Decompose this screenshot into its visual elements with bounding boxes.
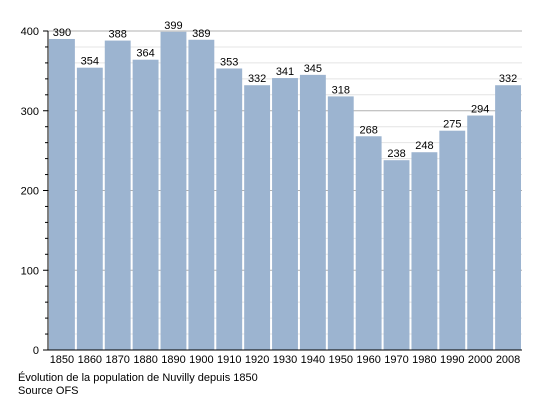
bar-1850 (49, 38, 75, 350)
axes: 0 100 200 300 400 1850 1860 1870 1880 1890 1900 191… (21, 26, 522, 366)
bar-1860 (76, 67, 103, 350)
x-tick-label-1850: 1850 (50, 354, 74, 366)
bar-value-label-1880: 364 (136, 48, 154, 60)
x-tick-label-2008: 2008 (496, 354, 520, 366)
y-tick-label-400: 400 (21, 26, 39, 38)
bar-value-label-1970: 238 (387, 148, 405, 160)
data-labels: 390 354 388 364 399 389 353 332 341 345 318 268 238 2… (53, 20, 517, 160)
bar-value-label-1940: 345 (304, 63, 322, 75)
bar-1970 (383, 160, 410, 350)
bar-1880 (132, 59, 159, 351)
x-tick-label-2000: 2000 (468, 354, 492, 366)
bar-value-label-2000: 294 (471, 104, 489, 116)
y-tick-label-100: 100 (21, 265, 39, 277)
caption-title: Évolution de la population de Nuvilly de… (18, 371, 258, 384)
bar-value-label-2008: 332 (499, 73, 517, 85)
x-tick-label-1910: 1910 (217, 354, 241, 366)
bar-1950 (327, 96, 354, 351)
bar-1940 (299, 74, 326, 351)
x-tick-label-1870: 1870 (105, 354, 129, 366)
caption-source: Source OFS (18, 385, 79, 397)
x-tick-label-1980: 1980 (412, 354, 436, 366)
bar-1900 (188, 39, 215, 351)
bar-1870 (104, 40, 131, 350)
bar-value-label-1990: 275 (443, 119, 461, 131)
x-tick-label-1900: 1900 (189, 354, 213, 366)
x-tick-label-1940: 1940 (301, 354, 325, 366)
bar-2008 (495, 85, 521, 350)
bars (49, 31, 521, 351)
y-tick-label-200: 200 (21, 186, 39, 198)
bar-value-label-1910: 353 (220, 56, 238, 68)
bar-1980 (411, 152, 438, 350)
x-tick-label-1990: 1990 (440, 354, 464, 366)
y-tick-label-300: 300 (21, 106, 39, 118)
x-tick-label-1930: 1930 (273, 354, 297, 366)
bar-2000 (467, 115, 494, 350)
bar-value-label-1920: 332 (248, 73, 266, 85)
bar-1930 (272, 78, 298, 351)
x-tick-label-1890: 1890 (161, 354, 185, 366)
bar-value-label-1860: 354 (81, 56, 99, 68)
x-tick-label-1970: 1970 (384, 354, 408, 366)
bar-1990 (439, 130, 466, 350)
bar-value-label-1870: 388 (109, 29, 127, 41)
bar-1910 (216, 68, 243, 351)
bar-value-label-1890: 399 (164, 20, 182, 32)
bar-value-label-1950: 318 (332, 84, 350, 96)
x-tick-label-1950: 1950 (329, 354, 353, 366)
bar-value-label-1930: 341 (276, 66, 294, 78)
bar-1920 (244, 85, 271, 350)
bar-value-label-1900: 389 (192, 28, 210, 40)
bar-value-label-1960: 268 (359, 124, 377, 136)
bar-1890 (160, 31, 187, 351)
x-tick-label-1920: 1920 (245, 354, 269, 366)
x-tick-label-1880: 1880 (133, 354, 157, 366)
bar-value-label-1850: 390 (53, 27, 71, 39)
x-tick-label-1860: 1860 (78, 354, 102, 366)
bar-value-label-1980: 248 (415, 140, 433, 152)
y-tick-label-0: 0 (33, 345, 39, 357)
x-tick-label-1960: 1960 (356, 354, 380, 366)
bar-1960 (355, 136, 382, 350)
